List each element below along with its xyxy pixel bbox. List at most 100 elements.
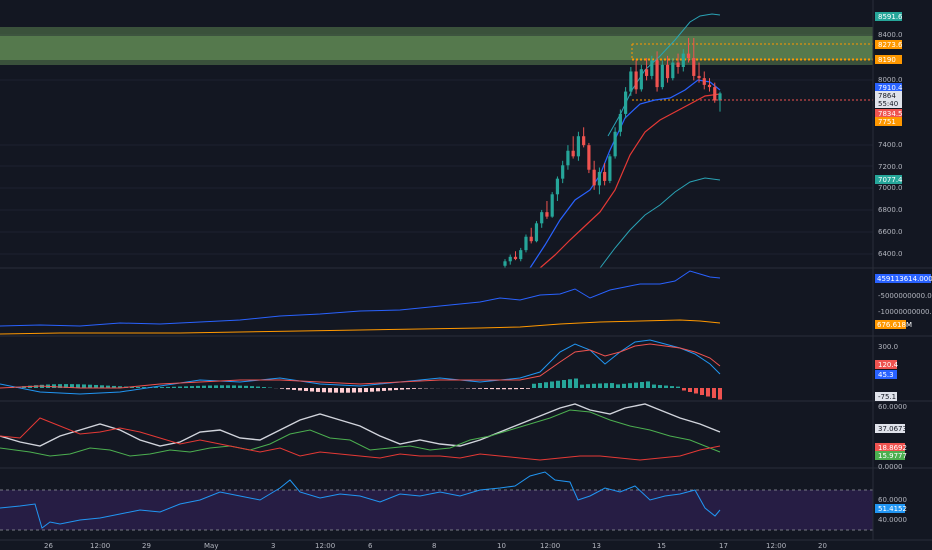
- candle-body[interactable]: [697, 75, 701, 79]
- candle-body[interactable]: [624, 91, 628, 114]
- macd-histogram-bar: [136, 386, 140, 388]
- svg-text:8591.6: 8591.6: [878, 13, 903, 21]
- macd-histogram-bar: [568, 379, 572, 388]
- volume-oscillator-pane[interactable]: [0, 270, 721, 335]
- candle-body[interactable]: [566, 150, 570, 166]
- ema-slow-line: [539, 93, 721, 269]
- macd-histogram-bar: [418, 388, 422, 389]
- macd-signal-line: [0, 343, 721, 389]
- candle-body[interactable]: [671, 62, 675, 79]
- macd-histogram-bar: [316, 388, 320, 392]
- dmi-tick: 0.0000: [878, 463, 903, 471]
- macd-line: [0, 339, 721, 395]
- candle-body[interactable]: [713, 87, 717, 101]
- svg-text:459113614.0000: 459113614.0000: [877, 275, 932, 283]
- time-axis[interactable]: 26 12:00 29 May 3 12:00 6 8 10 12:00 13 …: [44, 542, 827, 550]
- price-tick: 8000.0: [878, 76, 903, 84]
- time-label: May: [204, 542, 218, 550]
- rsi-badge: 51.4152: [875, 504, 907, 513]
- dmi-axis[interactable]: 60.0000 37.0673 18.8692 15.9777 0.0000: [875, 403, 907, 471]
- svg-text:676.618M: 676.618M: [877, 321, 912, 329]
- candle-body[interactable]: [644, 69, 649, 76]
- macd-histogram-bar: [100, 385, 104, 388]
- volume-oscillator-orange-line: [0, 319, 721, 335]
- candle-body[interactable]: [686, 53, 691, 59]
- macd-histogram-bar: [400, 388, 404, 390]
- macd-histogram-bar: [544, 382, 548, 388]
- price-pane[interactable]: [0, 13, 873, 269]
- candle-body[interactable]: [702, 78, 706, 85]
- candle-body[interactable]: [718, 93, 722, 101]
- rsi-pane[interactable]: [0, 471, 873, 531]
- candle-body[interactable]: [603, 171, 607, 181]
- time-label: 10: [497, 542, 506, 550]
- candle-body[interactable]: [571, 150, 575, 157]
- svg-text:7910.4: 7910.4: [878, 84, 903, 92]
- macd-histogram-bar: [562, 380, 566, 388]
- candle-body[interactable]: [613, 131, 617, 157]
- candle-body[interactable]: [592, 169, 596, 186]
- macd-tick: 300.0: [878, 343, 898, 351]
- candle-body[interactable]: [529, 236, 533, 242]
- price-tick: 8400.0: [878, 31, 903, 39]
- macd-axis[interactable]: 300.0 120.4 45.3 -75.1: [875, 343, 899, 401]
- macd-histogram-bar: [718, 388, 722, 400]
- candle-body[interactable]: [508, 256, 512, 262]
- candle-body[interactable]: [519, 250, 523, 260]
- resistance-zone-inner: [0, 36, 873, 60]
- candle-body[interactable]: [655, 60, 659, 88]
- candle-body[interactable]: [660, 64, 664, 88]
- candle-body[interactable]: [618, 113, 622, 132]
- candle-body[interactable]: [665, 64, 670, 79]
- macd-histogram-bar: [574, 378, 578, 388]
- candle-body[interactable]: [650, 60, 654, 76]
- bollinger-lower-band: [599, 177, 721, 269]
- candle-body[interactable]: [597, 171, 601, 186]
- candle-body[interactable]: [587, 145, 591, 170]
- candle-body[interactable]: [639, 69, 643, 90]
- candle-body[interactable]: [582, 136, 586, 146]
- candlesticks[interactable]: [503, 37, 722, 268]
- candle-body[interactable]: [513, 256, 518, 260]
- candle-body[interactable]: [524, 236, 528, 251]
- candle-body[interactable]: [676, 62, 680, 67]
- candle-body[interactable]: [555, 178, 560, 195]
- candle-body[interactable]: [550, 194, 554, 217]
- rsi-axis[interactable]: 60.0000 51.4152 40.0000: [875, 496, 907, 524]
- candle-body[interactable]: [576, 136, 581, 157]
- candle-body[interactable]: [545, 212, 549, 217]
- time-label: 12:00: [540, 542, 560, 550]
- candle-body[interactable]: [681, 53, 685, 67]
- time-label: 15: [657, 542, 666, 550]
- dmi-pane[interactable]: [0, 403, 721, 461]
- macd-pane[interactable]: [0, 339, 722, 400]
- candle-body[interactable]: [692, 58, 696, 76]
- dmi-minus-line: [0, 417, 721, 461]
- macd-histogram-bar: [700, 388, 704, 395]
- time-label: 3: [271, 542, 275, 550]
- macd-histogram-bar: [94, 384, 98, 388]
- svg-text:8273.6: 8273.6: [878, 41, 903, 49]
- macd-histogram-bar: [508, 388, 512, 390]
- macd-histogram-bar: [604, 383, 608, 388]
- candle-body[interactable]: [503, 261, 507, 266]
- macd-histogram-bar: [682, 388, 686, 391]
- price-axis[interactable]: 8400.0 8000.0 7400.0 7200.0 7000.0 6800.…: [875, 12, 903, 258]
- volume-axis[interactable]: 459113614.0000 -5000000000.0000 -1000000…: [875, 274, 932, 329]
- candle-body[interactable]: [534, 223, 539, 242]
- macd-histogram-bar: [226, 385, 230, 388]
- candle-body[interactable]: [540, 212, 544, 224]
- candle-body[interactable]: [707, 84, 712, 88]
- dmi-plus-line: [0, 409, 721, 457]
- svg-text:7834.5: 7834.5: [878, 110, 903, 118]
- macd-histogram-bar: [484, 388, 488, 389]
- macd-histogram-bar: [592, 383, 596, 388]
- candle-body[interactable]: [634, 71, 638, 90]
- candle-body[interactable]: [561, 165, 565, 179]
- macd-histogram-bar: [550, 381, 554, 388]
- time-label: 29: [142, 542, 151, 550]
- candle-body[interactable]: [629, 71, 633, 92]
- candle-body[interactable]: [608, 156, 612, 181]
- macd-histogram-bar: [580, 384, 584, 388]
